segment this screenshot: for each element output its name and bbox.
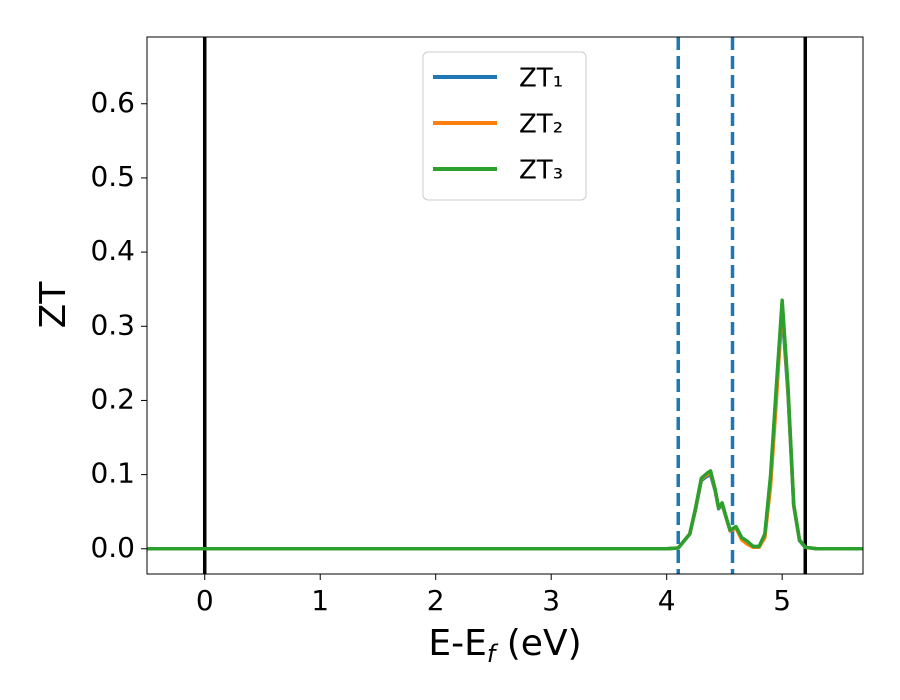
series-line [147, 298, 863, 551]
axes-frame [146, 36, 864, 575]
y-tick-label: 0.3 [90, 308, 135, 341]
x-tick-label: 5 [773, 584, 791, 617]
legend-label: ZT₃ [519, 156, 563, 186]
y-axis-label: ZT [33, 281, 74, 329]
legend-box [422, 51, 587, 201]
y-tick-label: 0.0 [90, 531, 135, 564]
x-label-part: E-E [428, 623, 486, 664]
x-tick-label: 0 [196, 584, 214, 617]
x-label-part: (eV) [495, 623, 581, 664]
series-line [147, 309, 863, 551]
x-tick-label: 4 [658, 584, 676, 617]
x-axis-label: E-Ef (eV) [428, 623, 581, 668]
x-tick-label: 3 [542, 584, 560, 617]
legend-label: ZT₂ [519, 110, 563, 140]
y-tick-label: 0.6 [90, 86, 135, 119]
legend-label: ZT₁ [519, 64, 563, 94]
series-line [147, 302, 863, 551]
y-tick-label: 0.2 [90, 382, 135, 415]
x-tick-label: 1 [311, 584, 329, 617]
series-layer [147, 37, 863, 574]
y-tick-label: 0.5 [90, 160, 135, 193]
y-tick-label: 0.1 [90, 457, 135, 490]
y-tick-label: 0.4 [90, 234, 135, 267]
x-tick-label: 2 [427, 584, 445, 617]
